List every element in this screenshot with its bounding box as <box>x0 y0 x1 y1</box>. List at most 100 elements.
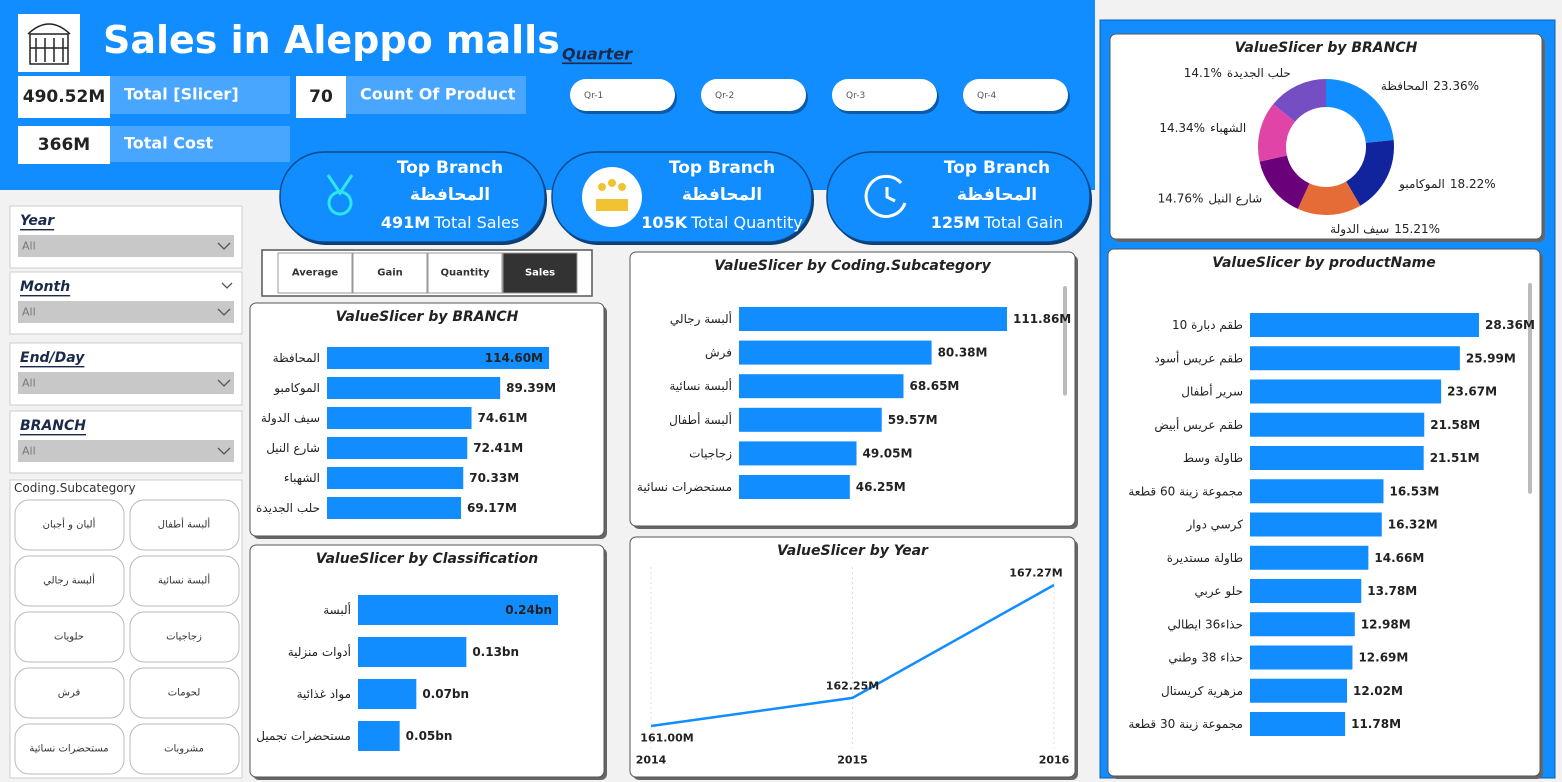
top-card-icon <box>596 179 628 211</box>
slicer-option[interactable] <box>14 723 125 775</box>
clock <box>864 174 907 218</box>
slicer-option-label: حلويات <box>54 632 84 643</box>
podium <box>596 199 628 211</box>
filter-dropdown[interactable] <box>18 372 234 394</box>
donut-slice <box>1326 79 1394 143</box>
slicer-label: Coding.Subcategory <box>14 481 136 495</box>
donut-category-label: سيف الدولة <box>1330 222 1389 237</box>
quarter-button[interactable] <box>701 79 806 111</box>
chart-title: ValueSlicer by Classification <box>316 551 539 567</box>
kpi-label: Total Cost <box>124 134 214 153</box>
slicer-option[interactable] <box>14 611 125 663</box>
data-label: 72.41M <box>473 441 523 455</box>
category-label: ألبسة رجالي <box>670 311 732 327</box>
slicer-option[interactable] <box>129 723 240 775</box>
category-label: مجموعة زينة 30 قطعة <box>1128 717 1243 732</box>
bar <box>1250 412 1425 437</box>
donut-category-label: الموكامبو <box>1398 177 1445 192</box>
bar <box>739 441 857 466</box>
slicer-option[interactable] <box>129 611 240 663</box>
kpi-value-box <box>18 76 110 118</box>
slicer-option-label: فرش <box>58 688 81 699</box>
bar <box>1250 579 1362 603</box>
podium-person <box>608 179 616 187</box>
slicer-option-label: مستحضرات نسائية <box>29 744 108 755</box>
donut-slice <box>1297 181 1361 215</box>
donut-category-label: حلب الجديدة <box>1227 66 1291 80</box>
slicer-option[interactable] <box>129 667 240 719</box>
data-label: 28.36M <box>1485 318 1535 332</box>
measure-button-label: Gain <box>377 268 403 279</box>
filter-dropdown[interactable] <box>18 440 234 462</box>
donut-category-label: شارع النيل <box>1208 192 1262 207</box>
donut-data-label: 23.36% <box>1433 79 1479 93</box>
medal <box>327 190 353 216</box>
dashboard-title: Sales in Aleppo malls <box>103 18 560 62</box>
top-card-metric: 125M Total Gain <box>931 213 1064 232</box>
logo-building <box>29 33 69 65</box>
top-card-branch: المحافظة <box>957 185 1037 205</box>
dropdown-chevron <box>217 242 231 250</box>
dropdown-chevron <box>217 447 231 455</box>
kpi-label-box <box>346 76 526 114</box>
category-label: زجاجيات <box>689 446 732 461</box>
measure-button[interactable] <box>427 252 503 294</box>
bar <box>327 347 549 369</box>
clock-hands <box>885 187 896 203</box>
donut-category-label: الشهباء <box>1210 121 1246 135</box>
bar <box>1250 612 1355 637</box>
category-label: المحافظة <box>273 351 320 365</box>
data-label: 162.25M <box>826 679 879 692</box>
quarter-button[interactable] <box>832 79 937 111</box>
slicer-option[interactable] <box>14 555 125 607</box>
dropdown-chevron <box>217 308 231 316</box>
slicer-option[interactable] <box>129 555 240 607</box>
bar <box>327 497 461 519</box>
measure-button[interactable] <box>352 252 428 294</box>
top-card-icon <box>326 174 354 216</box>
measure-button[interactable] <box>277 252 353 294</box>
filter-dropdown[interactable] <box>18 301 234 323</box>
measure-button-label: Quantity <box>441 268 490 279</box>
donut-data-label: 15.21% <box>1394 222 1440 236</box>
data-label: 161.00M <box>640 732 693 745</box>
podium-person <box>598 183 606 191</box>
data-label: 12.69M <box>1358 651 1408 665</box>
bar <box>1250 712 1346 736</box>
kpi-value: 490.52M <box>23 87 106 107</box>
category-label: أدوات منزلية <box>288 644 351 660</box>
category-label: مزهرية كريستال <box>1161 684 1243 699</box>
category-label: طقم عريس أسود <box>1154 350 1243 366</box>
top-card-icon <box>864 174 907 218</box>
data-label: 23.67M <box>1447 385 1497 399</box>
kpi-label: Total [Slicer] <box>124 85 239 104</box>
slicer-option-label: ألبسة نسائية <box>158 574 210 587</box>
data-label: 16.53M <box>1389 484 1439 498</box>
filter-value: All <box>22 445 36 458</box>
donut-data-label: 14.34% <box>1159 121 1205 135</box>
bar <box>1250 512 1382 537</box>
quarter-button[interactable] <box>570 79 675 111</box>
top-card-icon-bg <box>310 167 370 227</box>
data-label: 46.25M <box>856 480 906 494</box>
logo-roof <box>27 23 71 35</box>
slicer-option[interactable] <box>14 667 125 719</box>
slicer-option[interactable] <box>14 499 125 551</box>
category-label: شارع النيل <box>266 441 320 456</box>
data-label: 59.57M <box>888 413 938 427</box>
donut-slice <box>1346 140 1395 206</box>
quarter-button[interactable] <box>963 79 1068 111</box>
top-card-value: 105K <box>641 213 687 232</box>
chart-title: ValueSlicer by Year <box>777 543 929 559</box>
x-tick-label: 2015 <box>837 754 868 767</box>
filter-dropdown[interactable] <box>18 235 234 257</box>
top-card-label: Total Sales <box>433 213 519 232</box>
slicer-option[interactable] <box>129 499 240 551</box>
bar <box>358 679 417 709</box>
data-label: 0.13bn <box>472 645 519 659</box>
category-label: مواد غذائية <box>297 687 351 702</box>
kpi-label-box <box>110 126 290 162</box>
bar <box>1250 479 1384 504</box>
measure-button[interactable] <box>502 252 578 294</box>
top-card-branch: المحافظة <box>682 185 762 205</box>
